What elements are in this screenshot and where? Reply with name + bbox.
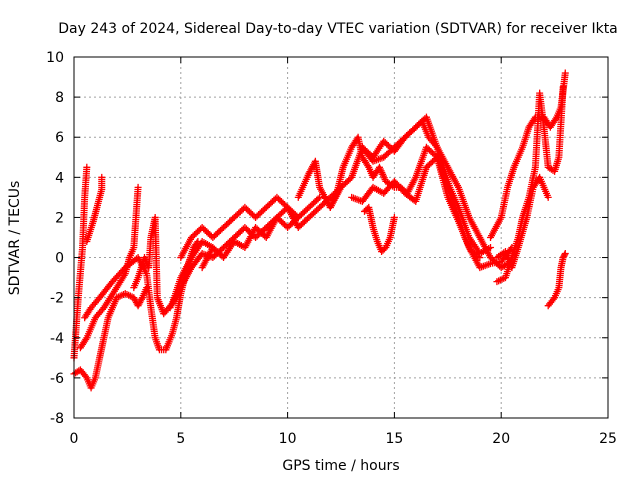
y-tick-label: 8	[55, 90, 64, 106]
chart-title: Day 243 of 2024, Sidereal Day-to-day VTE…	[58, 21, 618, 37]
data-point	[561, 250, 569, 258]
y-tick-label: -4	[50, 331, 64, 347]
data-point	[549, 295, 557, 303]
series-track-9	[198, 183, 345, 272]
data-point	[561, 69, 569, 77]
y-tick-labels: -8 -6 -4 -2 0 2 4 6 8 10	[46, 50, 64, 427]
y-axis-label: SDTVAR / TECUs	[7, 181, 23, 296]
y-tick-label: 10	[46, 50, 64, 66]
x-tick-label: 25	[599, 431, 617, 447]
series-track-5	[81, 238, 202, 354]
data-point	[83, 163, 91, 171]
data-points	[70, 69, 569, 392]
x-tick-labels: 0 5 10 15 20 25	[70, 431, 617, 447]
series-track-17	[493, 173, 552, 272]
plot-frame	[73, 56, 609, 419]
gridlines	[74, 57, 608, 418]
series-track-8	[177, 193, 324, 262]
data-point	[82, 372, 90, 380]
y-tick-label: 6	[55, 130, 64, 146]
y-tick-label: -2	[50, 291, 64, 307]
x-tick-label: 10	[279, 431, 297, 447]
y-tick-label: -8	[50, 411, 64, 427]
data-point	[314, 195, 322, 203]
x-tick-label: 0	[70, 431, 79, 447]
data-point	[364, 162, 372, 170]
data-point	[390, 213, 398, 221]
x-tick-label: 5	[176, 431, 185, 447]
data-point	[487, 244, 495, 252]
y-tick-label: 0	[55, 251, 64, 267]
x-axis-label: GPS time / hours	[282, 458, 399, 474]
series-track-4	[76, 183, 142, 352]
data-point	[98, 173, 106, 181]
series-track-18	[544, 250, 569, 310]
y-tick-label: 2	[55, 210, 64, 226]
series-track-12	[348, 153, 516, 272]
data-point	[559, 83, 567, 91]
data-point	[137, 295, 145, 303]
series-track-14	[360, 203, 398, 256]
y-tick-label: -6	[50, 371, 64, 387]
data-point	[134, 183, 142, 191]
y-tick-label: 4	[55, 170, 64, 186]
tick-marks	[73, 56, 609, 419]
data-point	[316, 193, 324, 201]
x-tick-label: 15	[385, 431, 403, 447]
series-track-3	[70, 284, 151, 392]
series-track-13	[358, 113, 512, 272]
data-point	[82, 335, 90, 343]
data-point	[552, 115, 560, 123]
data-point	[544, 193, 552, 201]
series-track-2	[83, 173, 106, 246]
data-point	[561, 251, 569, 259]
x-tick-label: 20	[492, 431, 510, 447]
